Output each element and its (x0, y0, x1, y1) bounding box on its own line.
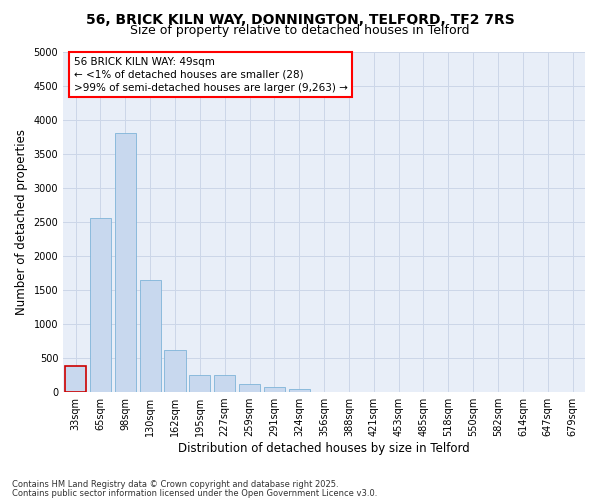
Text: Size of property relative to detached houses in Telford: Size of property relative to detached ho… (130, 24, 470, 37)
Text: Contains public sector information licensed under the Open Government Licence v3: Contains public sector information licen… (12, 488, 377, 498)
Y-axis label: Number of detached properties: Number of detached properties (15, 129, 28, 315)
Bar (214, 375, 235, 392)
Bar (189, 375, 211, 392)
Bar (264, 387, 285, 392)
Bar (90, 218, 111, 392)
X-axis label: Distribution of detached houses by size in Telford: Distribution of detached houses by size … (178, 442, 470, 455)
Bar (115, 133, 136, 392)
Text: 56 BRICK KILN WAY: 49sqm
← <1% of detached houses are smaller (28)
>99% of semi-: 56 BRICK KILN WAY: 49sqm ← <1% of detach… (74, 56, 347, 93)
Text: 56, BRICK KILN WAY, DONNINGTON, TELFORD, TF2 7RS: 56, BRICK KILN WAY, DONNINGTON, TELFORD,… (86, 12, 514, 26)
Bar (65, 366, 86, 392)
Bar (164, 350, 185, 392)
Bar (239, 384, 260, 392)
Bar (140, 280, 161, 392)
Bar (289, 388, 310, 392)
Text: Contains HM Land Registry data © Crown copyright and database right 2025.: Contains HM Land Registry data © Crown c… (12, 480, 338, 489)
